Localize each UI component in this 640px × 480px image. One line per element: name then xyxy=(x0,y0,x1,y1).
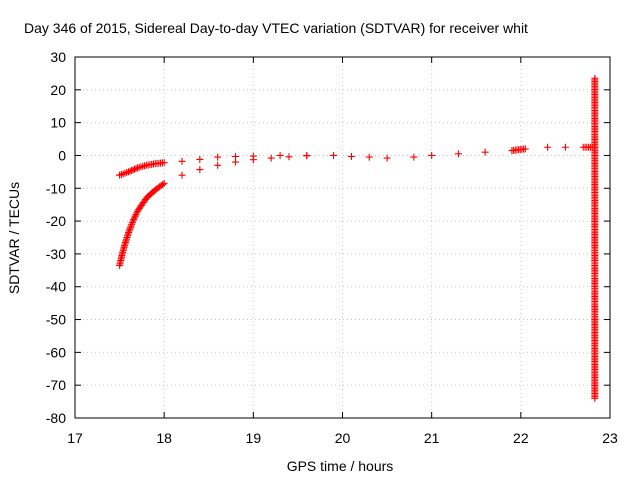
data-point xyxy=(128,219,136,227)
data-point xyxy=(130,215,138,223)
x-tick-label: 22 xyxy=(513,430,529,446)
data-point xyxy=(330,151,338,159)
x-tick-label: 20 xyxy=(335,430,351,446)
data-point xyxy=(249,156,257,164)
data-point xyxy=(125,168,132,176)
y-tick-label: -70 xyxy=(46,377,66,393)
y-tick-label: -60 xyxy=(46,344,66,360)
data-point xyxy=(126,225,134,233)
data-point xyxy=(561,143,569,151)
data-points xyxy=(116,74,599,402)
data-point xyxy=(126,224,134,232)
data-point xyxy=(130,165,138,173)
x-tick-labels: 17 18 19 20 21 22 23 xyxy=(67,430,618,446)
data-point xyxy=(128,220,136,228)
data-point xyxy=(160,179,168,187)
data-point xyxy=(130,214,138,222)
y-tick-label: -10 xyxy=(46,180,66,196)
axis-ticks xyxy=(74,56,611,419)
y-tick-labels: 30 20 10 0 -10 -20 -30 -40 -50 -60 -70 -80 xyxy=(46,49,66,426)
y-tick-label: 30 xyxy=(50,49,66,65)
y-axis-title: SDTVAR / TECUs xyxy=(6,182,22,294)
data-point xyxy=(276,151,284,159)
data-point xyxy=(544,143,552,151)
data-point xyxy=(159,180,167,188)
data-point xyxy=(132,211,140,219)
x-tick-label: 23 xyxy=(602,430,618,446)
x-tick-label: 17 xyxy=(67,430,83,446)
data-point xyxy=(132,165,140,173)
y-tick-label: -50 xyxy=(46,312,66,328)
x-tick-label: 19 xyxy=(246,430,262,446)
data-point xyxy=(232,158,239,166)
x-tick-label: 21 xyxy=(424,430,440,446)
data-point xyxy=(365,153,373,161)
data-point xyxy=(285,153,293,161)
data-point xyxy=(521,145,529,153)
y-tick-label: -40 xyxy=(46,279,66,295)
data-point xyxy=(454,150,462,158)
data-point xyxy=(428,151,436,159)
data-point xyxy=(129,166,137,174)
data-point xyxy=(178,171,186,179)
data-point xyxy=(123,169,131,177)
y-tick-label: -80 xyxy=(46,410,66,426)
data-point xyxy=(410,153,418,161)
data-point xyxy=(127,222,135,230)
data-point xyxy=(117,170,125,178)
data-point xyxy=(481,148,489,156)
data-point xyxy=(126,167,134,175)
data-point xyxy=(131,212,139,220)
y-tick-label: 20 xyxy=(50,82,66,98)
grid-lines xyxy=(75,57,610,418)
data-point xyxy=(383,154,391,162)
y-tick-label: 0 xyxy=(58,147,66,163)
data-point xyxy=(133,209,141,217)
data-point xyxy=(125,229,132,237)
data-point xyxy=(127,167,135,175)
x-tick-label: 18 xyxy=(156,430,172,446)
chart-title: Day 346 of 2015, Sidereal Day-to-day VTE… xyxy=(24,20,528,36)
data-point xyxy=(214,161,222,169)
data-point xyxy=(267,154,275,162)
data-point xyxy=(196,155,204,163)
x-axis-title: GPS time / hours xyxy=(287,458,394,474)
data-point xyxy=(178,157,186,165)
data-point xyxy=(303,152,311,160)
y-tick-label: 10 xyxy=(50,115,66,131)
data-point xyxy=(160,159,168,167)
data-point xyxy=(196,166,204,174)
data-point xyxy=(591,394,599,402)
y-tick-label: -30 xyxy=(46,246,66,262)
data-point xyxy=(125,227,133,235)
data-point xyxy=(214,153,222,161)
y-tick-label: -20 xyxy=(46,213,66,229)
data-point xyxy=(129,217,137,225)
data-point xyxy=(347,152,355,160)
